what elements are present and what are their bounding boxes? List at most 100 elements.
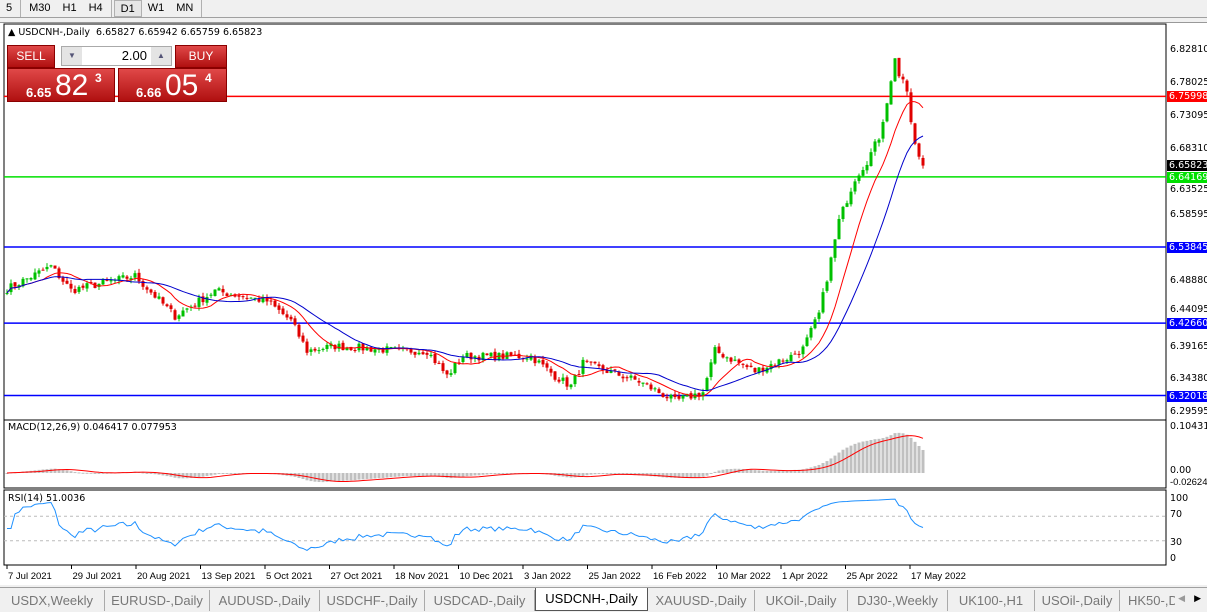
- chart-ohlc: 6.65827 6.65942 6.65759 6.65823: [96, 27, 263, 38]
- bullish-candle: [825, 281, 829, 291]
- bearish-candle: [493, 351, 497, 361]
- bearish-candle: [793, 353, 797, 355]
- rsi-tick-100: 100: [1170, 493, 1189, 504]
- bearish-candle: [413, 351, 417, 355]
- bullish-candle: [181, 310, 185, 317]
- macd-histogram-bar: [229, 473, 233, 474]
- chart-tab[interactable]: EURUSD-,Daily: [105, 590, 210, 611]
- bearish-candle: [169, 305, 173, 309]
- date-tick-label: 3 Jan 2022: [524, 571, 572, 582]
- tab-scroll-right-icon[interactable]: ▶: [1194, 593, 1201, 603]
- bearish-candle: [905, 80, 909, 92]
- chart-tab[interactable]: UK100-,H1: [948, 590, 1035, 611]
- chart-tab[interactable]: USDX,Weekly: [0, 590, 105, 611]
- macd-histogram-bar: [805, 468, 809, 473]
- timeframe-h4[interactable]: H4: [88, 2, 103, 14]
- bullish-candle: [385, 346, 389, 353]
- date-tick-label: 17 May 2022: [911, 571, 966, 582]
- bullish-candle: [861, 170, 865, 176]
- buy-price-button[interactable]: 6.66 05 4: [118, 68, 227, 102]
- collapse-triangle-icon[interactable]: ▲: [8, 27, 19, 38]
- macd-histogram-bar: [333, 473, 337, 482]
- macd-histogram-bar: [421, 473, 425, 477]
- macd-histogram-bar: [405, 473, 409, 477]
- decrease-volume-icon[interactable]: ▼: [62, 47, 82, 65]
- chart-window[interactable]: ▲ USDCNH-,Daily 6.65827 6.65942 6.65759 …: [0, 22, 1207, 585]
- chart-canvas[interactable]: [0, 23, 1207, 586]
- bullish-candle: [337, 343, 341, 349]
- timeframe-m5[interactable]: 5: [6, 2, 13, 14]
- timeframe-m30[interactable]: M30: [29, 2, 51, 14]
- bearish-candle: [457, 362, 461, 364]
- macd-histogram-bar: [809, 467, 813, 473]
- sell-price-button[interactable]: 6.65 82 3: [7, 68, 115, 102]
- increase-volume-icon[interactable]: ▲: [151, 47, 171, 65]
- bullish-candle: [121, 275, 125, 278]
- bullish-candle: [389, 347, 393, 349]
- macd-histogram-bar: [157, 473, 161, 475]
- chart-tab[interactable]: AUDUSD-,Daily: [210, 590, 320, 611]
- price-tick: 6.78025: [1170, 76, 1207, 88]
- bearish-candle: [281, 308, 285, 315]
- macd-histogram-bar: [169, 473, 173, 477]
- chart-tab[interactable]: UKOil-,Daily: [755, 590, 848, 611]
- bullish-candle: [845, 203, 849, 207]
- chart-tab[interactable]: DJ30-,Weekly: [848, 590, 948, 611]
- macd-histogram-bar: [681, 473, 685, 478]
- macd-histogram-bar: [601, 473, 605, 475]
- timeframe-w1[interactable]: W1: [147, 2, 165, 14]
- macd-histogram-bar: [165, 473, 169, 477]
- timeframe-d1[interactable]: D1: [113, 0, 142, 17]
- tab-scroll-left-icon[interactable]: ◀: [1178, 593, 1185, 603]
- macd-histogram-bar: [597, 473, 601, 475]
- macd-histogram-bar: [757, 470, 761, 473]
- bearish-candle: [585, 360, 589, 362]
- bearish-candle: [577, 374, 581, 376]
- bullish-candle: [373, 349, 377, 353]
- timeframe-mn[interactable]: MN: [176, 2, 194, 14]
- bullish-candle: [785, 360, 789, 362]
- bearish-candle: [617, 371, 621, 376]
- macd-histogram-bar: [53, 468, 57, 473]
- bearish-candle: [761, 367, 765, 372]
- macd-histogram-bar: [881, 438, 885, 473]
- chart-tab[interactable]: XAUUSD-,Daily: [648, 590, 755, 611]
- bearish-candle: [41, 269, 45, 271]
- volume-stepper[interactable]: ▼ 2.00 ▲: [61, 46, 172, 66]
- volume-input[interactable]: 2.00: [121, 48, 147, 63]
- macd-histogram-bar: [81, 472, 85, 474]
- bearish-candle: [897, 57, 901, 77]
- macd-histogram-bar: [5, 473, 9, 474]
- bullish-candle: [261, 296, 265, 303]
- bearish-candle: [305, 341, 309, 353]
- macd-histogram-bar: [585, 473, 589, 476]
- bullish-candle: [37, 270, 41, 274]
- bearish-candle: [541, 359, 545, 365]
- rsi-line: [7, 498, 924, 551]
- sell-price-fraction: 3: [95, 71, 102, 85]
- bullish-candle: [709, 362, 713, 377]
- chart-tab[interactable]: HK50-,Daily: [1128, 593, 1175, 608]
- bullish-candle: [489, 352, 493, 357]
- bearish-candle: [445, 370, 449, 375]
- macd-histogram-bar: [393, 473, 397, 477]
- price-tick: 6.39165: [1170, 340, 1207, 352]
- bullish-candle: [813, 319, 817, 329]
- sell-button[interactable]: SELL: [7, 45, 55, 68]
- buy-button[interactable]: BUY: [175, 45, 227, 68]
- macd-histogram-bar: [349, 473, 353, 481]
- chart-tab[interactable]: USOil-,Daily: [1035, 590, 1120, 611]
- macd-histogram-bar: [477, 473, 481, 476]
- chart-tab[interactable]: USDCAD-,Daily: [425, 590, 535, 611]
- bearish-candle: [593, 361, 597, 364]
- chart-tab[interactable]: USDCHF-,Daily: [320, 590, 425, 611]
- bullish-candle: [857, 175, 861, 181]
- macd-histogram-bar: [493, 473, 497, 475]
- bullish-candle: [609, 370, 613, 373]
- bearish-candle: [265, 298, 269, 302]
- timeframe-h1[interactable]: H1: [62, 2, 77, 14]
- macd-histogram-bar: [345, 473, 349, 481]
- bullish-candle: [701, 392, 705, 397]
- chart-tab[interactable]: USDCNH-,Daily: [535, 588, 648, 611]
- macd-histogram-bar: [869, 440, 873, 473]
